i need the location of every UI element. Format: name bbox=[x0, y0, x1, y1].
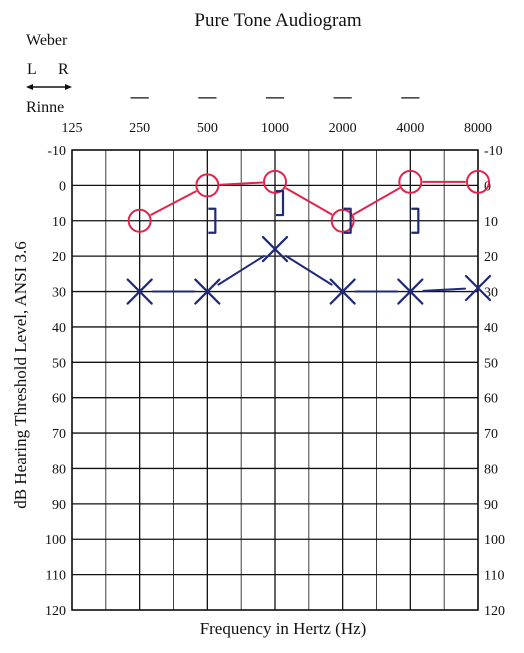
series-line-segment bbox=[217, 254, 265, 286]
right-ear-label: R bbox=[58, 61, 69, 78]
weber-label: Weber bbox=[26, 32, 68, 49]
y-tick-label-left: 10 bbox=[52, 215, 66, 230]
series-] bbox=[208, 189, 420, 234]
data-point-circle bbox=[127, 208, 152, 233]
data-point-bracket bbox=[411, 207, 420, 234]
left-ear-label: L bbox=[27, 61, 37, 78]
x-tick-label: 4000 bbox=[396, 121, 424, 136]
y-tick-label-left: 50 bbox=[52, 356, 66, 371]
x-tick-label: 8000 bbox=[464, 121, 492, 136]
y-tick-label-right: 40 bbox=[484, 321, 498, 336]
x-tick-label: 250 bbox=[129, 121, 150, 136]
x-tick-label: 500 bbox=[197, 121, 218, 136]
series-line-segment bbox=[285, 187, 333, 216]
y-tick-label-right: 110 bbox=[484, 569, 504, 584]
series-line-segment bbox=[219, 181, 264, 186]
series-O bbox=[127, 169, 490, 233]
data-point-bracket bbox=[208, 207, 217, 234]
y-tick-label-left: 30 bbox=[52, 286, 66, 301]
y-axis-ticks-left: -10 0 10 20 30 40 50 60 70 80 90 100 110 120 bbox=[45, 144, 66, 619]
x-tick-label: 125 bbox=[62, 121, 83, 136]
data-point-x bbox=[126, 278, 153, 305]
data-point-x bbox=[261, 235, 289, 263]
y-tick-label-right: 30 bbox=[484, 286, 498, 301]
x-tick-label: 1000 bbox=[261, 121, 289, 136]
weber-mark: — bbox=[130, 86, 150, 106]
weber-mark: — bbox=[400, 86, 420, 106]
data-point-circle bbox=[466, 169, 490, 194]
y-tick-label-right: 20 bbox=[484, 250, 498, 265]
y-tick-label-left: 40 bbox=[52, 321, 66, 336]
data-point-x bbox=[464, 274, 492, 302]
y-tick-label-left: 110 bbox=[46, 569, 66, 584]
weber-mark: — bbox=[197, 86, 217, 106]
y-tick-label-right: 60 bbox=[484, 392, 498, 407]
y-axis-label: dB Hearing Threshold Level, ANSI 3.6 bbox=[11, 241, 30, 508]
data-point-circle bbox=[330, 208, 355, 233]
left-right-arrow bbox=[26, 84, 72, 90]
y-tick-label-left: 90 bbox=[52, 498, 66, 513]
chart-grid bbox=[71, 149, 479, 611]
y-tick-label-right: 80 bbox=[484, 462, 498, 477]
y-tick-label-right: 90 bbox=[484, 498, 498, 513]
y-tick-label-right: 10 bbox=[484, 215, 498, 230]
data-point-circle bbox=[195, 173, 220, 198]
series-line-segment bbox=[352, 187, 401, 216]
y-tick-label-left: 0 bbox=[59, 179, 66, 194]
y-tick-label-left: 60 bbox=[52, 392, 66, 407]
y-tick-label-right: -10 bbox=[484, 144, 503, 159]
weber-row: — — — — — bbox=[130, 86, 421, 106]
rinne-label: Rinne bbox=[26, 99, 64, 116]
series-line-segment bbox=[150, 190, 197, 216]
data-point-circle bbox=[398, 169, 423, 194]
x-axis-label: Frequency in Hertz (Hz) bbox=[200, 619, 367, 638]
y-tick-label-left: 80 bbox=[52, 462, 66, 477]
y-tick-label-left: 100 bbox=[45, 533, 66, 548]
y-tick-label-left: 120 bbox=[45, 604, 66, 619]
data-point-circle bbox=[263, 169, 287, 194]
x-axis-ticks: 125 250 500 1000 2000 4000 8000 bbox=[62, 121, 493, 136]
data-point-bracket bbox=[343, 207, 352, 234]
data-point-x bbox=[397, 278, 424, 305]
y-tick-label-right: 70 bbox=[484, 427, 498, 442]
y-tick-label-left: 70 bbox=[52, 427, 66, 442]
y-tick-label-left: -10 bbox=[47, 144, 66, 159]
data-point-bracket bbox=[276, 189, 285, 217]
x-tick-label: 2000 bbox=[329, 121, 357, 136]
series-layer bbox=[126, 169, 492, 305]
series-X bbox=[126, 235, 492, 305]
series-line-segment bbox=[285, 254, 333, 286]
data-point-x bbox=[194, 278, 221, 305]
data-point-x bbox=[329, 278, 356, 305]
weber-mark: — bbox=[333, 86, 353, 106]
series-line-segment bbox=[422, 287, 467, 292]
y-tick-label-right: 120 bbox=[484, 604, 505, 619]
y-tick-label-right: 50 bbox=[484, 356, 498, 371]
weber-mark: — bbox=[265, 86, 285, 106]
y-tick-label-right: 100 bbox=[484, 533, 505, 548]
y-tick-label-left: 20 bbox=[52, 250, 66, 265]
chart-title: Pure Tone Audiogram bbox=[194, 10, 361, 31]
